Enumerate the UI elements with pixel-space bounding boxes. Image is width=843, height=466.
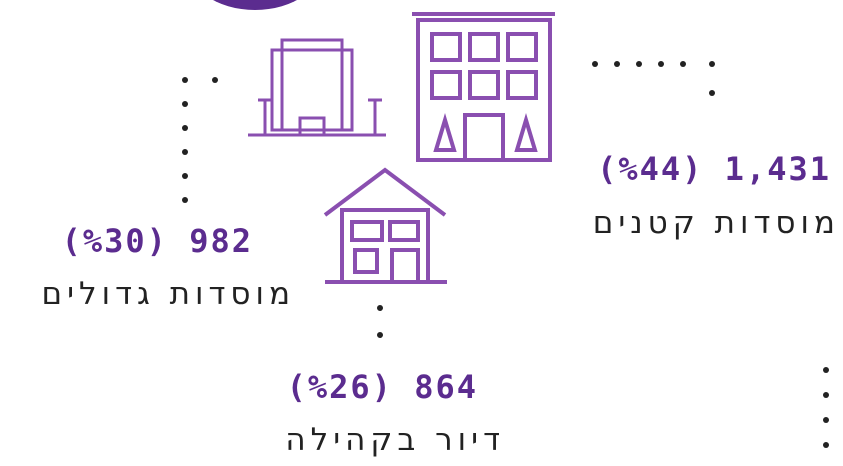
value: (%44) 1,431: [597, 150, 831, 188]
value: (%26) 864: [286, 368, 478, 406]
label: מוסדות קטנים: [592, 205, 840, 241]
icon-large: [248, 38, 386, 137]
dots: [182, 61, 829, 448]
circle: [213, 0, 297, 10]
icon-community: [323, 167, 447, 284]
value: (%30) 982: [61, 222, 253, 260]
label: מוסדות גדולים: [41, 276, 295, 312]
label: דיור בקהילה: [285, 422, 505, 458]
icon-small: [412, 12, 555, 162]
